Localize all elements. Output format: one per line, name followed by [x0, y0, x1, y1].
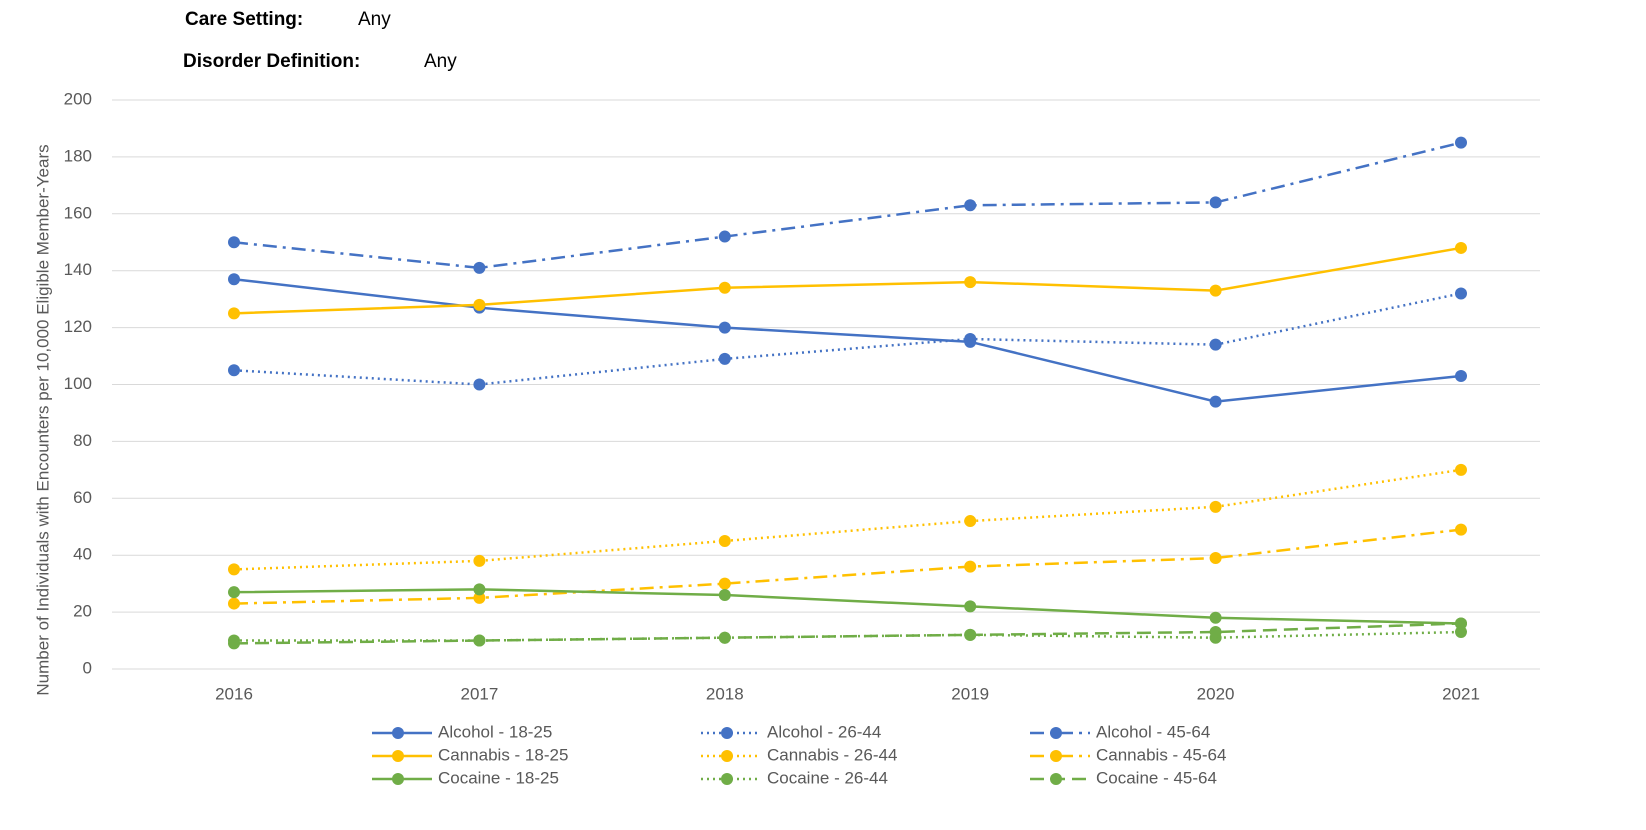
data-point	[1455, 287, 1467, 300]
data-point	[1209, 284, 1222, 297]
data-point	[228, 597, 240, 610]
data-point	[718, 281, 731, 294]
legend-marker	[1050, 750, 1062, 762]
data-point	[1455, 369, 1467, 382]
y-tick-label: 200	[64, 89, 92, 108]
data-point	[473, 591, 486, 604]
legend-marker	[1050, 727, 1062, 739]
filter-value: Any	[424, 51, 457, 72]
data-point	[964, 628, 977, 641]
data-point	[1209, 611, 1222, 624]
y-tick-label: 160	[64, 203, 92, 222]
data-point	[1455, 626, 1467, 639]
x-tick-label: 2021	[1442, 684, 1480, 703]
series-line	[233, 468, 1462, 571]
data-point	[228, 273, 240, 286]
series-line	[233, 277, 1462, 403]
filter-value: Any	[358, 9, 391, 30]
legend-marker	[721, 773, 733, 785]
legend-marker	[721, 727, 733, 739]
data-point	[1209, 338, 1222, 351]
data-point	[1209, 626, 1222, 639]
y-axis-label: Number of Individuals with Encounters pe…	[33, 144, 52, 695]
x-tick-label: 2019	[951, 684, 989, 703]
data-point	[473, 298, 486, 311]
series-line	[233, 588, 1462, 625]
data-point	[473, 378, 486, 391]
legend-label: Cocaine - 26-44	[767, 768, 888, 787]
x-tick-label: 2016	[215, 684, 253, 703]
legend-label: Cannabis - 18-25	[438, 745, 568, 764]
data-point	[1455, 463, 1467, 476]
series-line	[233, 622, 1462, 645]
y-tick-label: 120	[64, 317, 92, 336]
data-point	[1209, 196, 1222, 209]
data-point	[718, 352, 731, 365]
data-point	[1455, 523, 1467, 536]
legend-label: Cannabis - 26-44	[767, 745, 897, 764]
data-point	[473, 554, 486, 567]
series-line	[233, 528, 1462, 605]
series-line	[233, 292, 1462, 386]
data-point	[718, 321, 731, 334]
data-point	[964, 560, 977, 573]
data-point	[964, 276, 977, 289]
x-tick-label: 2018	[706, 684, 744, 703]
data-point	[228, 236, 240, 249]
data-point	[1209, 552, 1222, 565]
legend-label: Alcohol - 18-25	[438, 722, 552, 741]
data-point	[1455, 241, 1467, 254]
filter-label: Disorder Definition:	[183, 51, 360, 72]
data-point	[718, 577, 731, 590]
legend-label: Cocaine - 45-64	[1096, 768, 1217, 787]
legend-marker	[392, 773, 404, 785]
legend-marker	[392, 727, 404, 739]
data-point	[1209, 500, 1222, 513]
data-point	[1455, 617, 1467, 630]
x-tick-label: 2017	[460, 684, 498, 703]
data-point	[718, 534, 731, 547]
data-point	[718, 631, 731, 644]
data-point	[228, 586, 240, 599]
y-tick-label: 60	[73, 488, 92, 507]
legend-label: Alcohol - 26-44	[767, 722, 881, 741]
filter-label: Care Setting:	[185, 9, 303, 30]
y-tick-label: 20	[73, 602, 92, 621]
y-tick-label: 180	[64, 146, 92, 165]
data-point	[964, 332, 977, 345]
data-point	[473, 634, 486, 647]
data-point	[964, 199, 977, 212]
legend-marker	[392, 750, 404, 762]
data-point	[1455, 136, 1467, 149]
y-tick-label: 100	[64, 374, 92, 393]
data-point	[964, 600, 977, 613]
data-point	[228, 307, 240, 320]
data-point	[718, 230, 731, 243]
data-point	[1209, 395, 1222, 408]
data-point	[228, 637, 240, 650]
y-tick-label: 80	[73, 431, 92, 450]
legend-marker	[721, 750, 733, 762]
data-point	[964, 515, 977, 528]
data-point	[473, 261, 486, 274]
data-point	[473, 583, 486, 596]
data-point	[228, 563, 240, 576]
legend-label: Cannabis - 45-64	[1096, 745, 1226, 764]
legend-label: Alcohol - 45-64	[1096, 722, 1210, 741]
y-tick-label: 140	[64, 260, 92, 279]
x-tick-label: 2020	[1197, 684, 1235, 703]
data-point	[718, 589, 731, 602]
y-tick-label: 0	[83, 658, 92, 677]
y-tick-label: 40	[73, 545, 92, 564]
data-point	[228, 364, 240, 377]
legend-marker	[1050, 773, 1062, 785]
series-line	[233, 246, 1462, 315]
series-line	[233, 141, 1462, 270]
legend-label: Cocaine - 18-25	[438, 768, 559, 787]
